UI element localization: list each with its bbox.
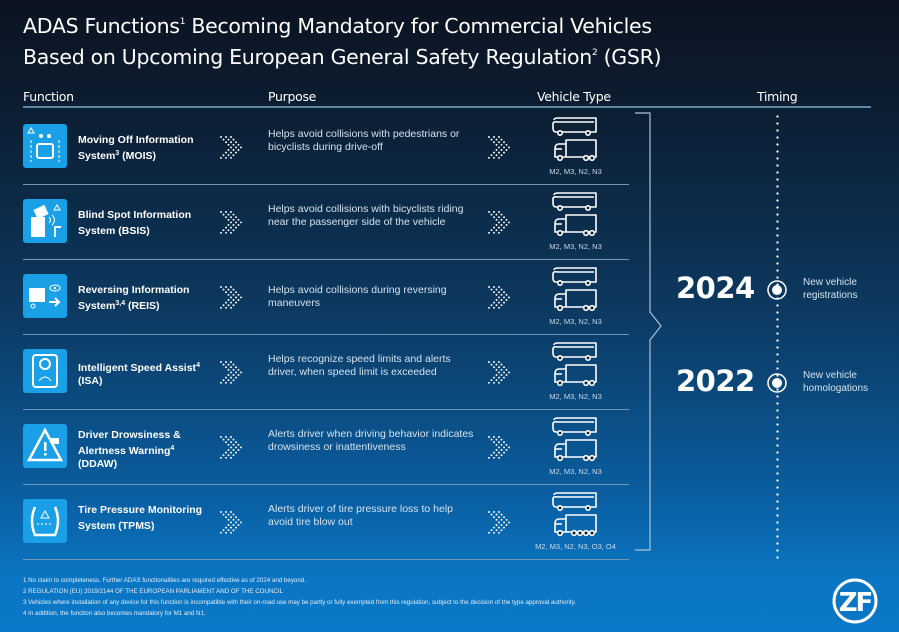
dotted-arrow-icon [486, 509, 512, 535]
svg-text:ZF: ZF [839, 588, 872, 618]
timing-label: New vehicle homologations [803, 370, 869, 394]
table-row: Intelligent Speed Assist4 (ISA) Helps re… [23, 335, 629, 410]
row-divider [23, 408, 629, 410]
table-row: Tire Pressure Monitoring System (TPMS) A… [23, 485, 629, 560]
footnote: 4 In addition, the function also becomes… [23, 610, 206, 617]
bus-truck-icon [550, 416, 600, 462]
footnote: 3 Vehicles where installation of any dev… [23, 599, 576, 606]
zf-logo: ZF [832, 578, 878, 624]
year-2022: 2022 [676, 364, 755, 398]
year-2024: 2024 [676, 271, 755, 305]
dotted-arrow-icon [486, 284, 512, 310]
function-abbr: (MOIS) [119, 150, 157, 162]
header-purpose: Purpose [268, 89, 317, 104]
dotted-arrow-icon [486, 209, 512, 235]
footnote-ref: 3 [115, 150, 120, 157]
bus-truck-icon [550, 491, 600, 537]
moving-off-icon [23, 124, 67, 168]
function-name-text: Intelligent Speed Assist [78, 362, 197, 374]
bus-truck-icon [550, 191, 600, 237]
footnote: 2 REGULATION (EU) 2019/2144 OF THE EUROP… [23, 588, 284, 595]
bus-truck-icon [550, 341, 600, 387]
function-name-text: Tire Pressure Monitoring System [78, 504, 203, 532]
title-text: Based on Upcoming European General Safet… [23, 45, 592, 69]
footnotes: 1 No claim to completeness. Further ADAS… [23, 575, 576, 619]
page-title: ADAS Functions1 Becoming Mandatory for C… [23, 9, 662, 71]
function-abbr: (TPMS) [115, 520, 155, 532]
dotted-arrow-icon [486, 434, 512, 460]
purpose-text: Alerts driver when driving behavior indi… [268, 428, 474, 453]
function-name: Reversing Information System3,4 (REIS) [78, 284, 208, 313]
drowsiness-warning-icon [23, 424, 67, 468]
function-name: Moving Off Information System3 (MOIS) [78, 134, 208, 163]
purpose-text: Helps avoid collisions with pedestrians … [268, 128, 460, 153]
row-divider [23, 483, 629, 485]
dotted-arrow-icon [218, 209, 244, 235]
function-name-text: Reversing Information System [78, 284, 190, 312]
title-text: Becoming Mandatory for Commercial Vehicl… [185, 14, 652, 38]
dotted-arrow-icon [218, 134, 244, 160]
function-name: Tire Pressure Monitoring System (TPMS) [78, 504, 208, 533]
title-text: ADAS Functions [23, 14, 180, 38]
function-name-text: Driver Drowsiness & Alertness Warning [78, 429, 181, 457]
vehicle-classes: M2, M3, N2, N3 [549, 392, 602, 401]
footnote-ref: 4 [170, 445, 175, 452]
speed-assist-icon [23, 349, 67, 393]
title-text: (GSR) [597, 45, 662, 69]
vehicle-classes: M2, M3, N2, N3 [549, 467, 602, 476]
function-abbr: (REIS) [125, 300, 160, 312]
function-name-text: Blind Spot Information System [78, 209, 192, 237]
timeline-marker-icon [767, 280, 787, 300]
reversing-icon [23, 274, 67, 318]
vehicle-classes: M2, M3, N2, N3 [549, 167, 602, 176]
dotted-arrow-icon [486, 134, 512, 160]
purpose-text: Alerts driver of tire pressure loss to h… [268, 503, 453, 528]
bus-truck-icon [550, 116, 600, 162]
header-vehicle-type: Vehicle Type [537, 89, 611, 104]
purpose-text: Helps avoid collisions with bicyclists r… [268, 203, 464, 228]
dotted-arrow-icon [218, 284, 244, 310]
timeline-dotted-line [776, 113, 779, 559]
table-row: Moving Off Information System3 (MOIS) He… [23, 110, 629, 185]
row-divider [23, 558, 629, 560]
footnote-ref: 1 [179, 17, 186, 27]
table-row: Reversing Information System3,4 (REIS) H… [23, 260, 629, 335]
bracket-icon [635, 112, 662, 551]
row-divider [23, 333, 629, 335]
timing-label: New vehicle registrations [803, 277, 858, 301]
function-name: Blind Spot Information System (BSIS) [78, 209, 208, 238]
function-name: Intelligent Speed Assist4 (ISA) [78, 359, 208, 388]
tire-pressure-icon [23, 499, 67, 543]
table-row: Driver Drowsiness & Alertness Warning4 (… [23, 410, 629, 485]
vehicle-classes: M2, M3, N2, N3, O3, O4 [535, 542, 616, 551]
function-abbr: (BSIS) [115, 225, 150, 237]
row-divider [23, 183, 629, 185]
table-row: Blind Spot Information System (BSIS) Hel… [23, 185, 629, 260]
header-timing: Timing [757, 89, 798, 104]
purpose-text: Helps avoid collisions during reversing … [268, 284, 447, 309]
header-function: Function [23, 89, 74, 104]
header-divider [23, 106, 871, 108]
vehicle-classes: M2, M3, N2, N3 [549, 317, 602, 326]
footnote-ref: 3,4 [115, 300, 126, 307]
footnote: 1 No claim to completeness. Further ADAS… [23, 577, 306, 584]
function-abbr: (DDAW) [78, 458, 118, 470]
vehicle-classes: M2, M3, N2, N3 [549, 242, 602, 251]
dotted-arrow-icon [486, 359, 512, 385]
dotted-arrow-icon [218, 509, 244, 535]
dotted-arrow-icon [218, 434, 244, 460]
dotted-arrow-icon [218, 359, 244, 385]
timeline-marker-icon [767, 373, 787, 393]
footnote-ref: 2 [591, 48, 598, 58]
row-divider [23, 258, 629, 260]
function-abbr: (ISA) [78, 375, 103, 387]
blind-spot-icon [23, 199, 67, 243]
footnote-ref: 4 [196, 362, 200, 369]
function-name-text: Moving Off Information System [78, 134, 194, 162]
bus-truck-icon [550, 266, 600, 312]
purpose-text: Helps recognize speed limits and alerts … [268, 353, 451, 378]
function-name: Driver Drowsiness & Alertness Warning4 (… [78, 429, 208, 471]
